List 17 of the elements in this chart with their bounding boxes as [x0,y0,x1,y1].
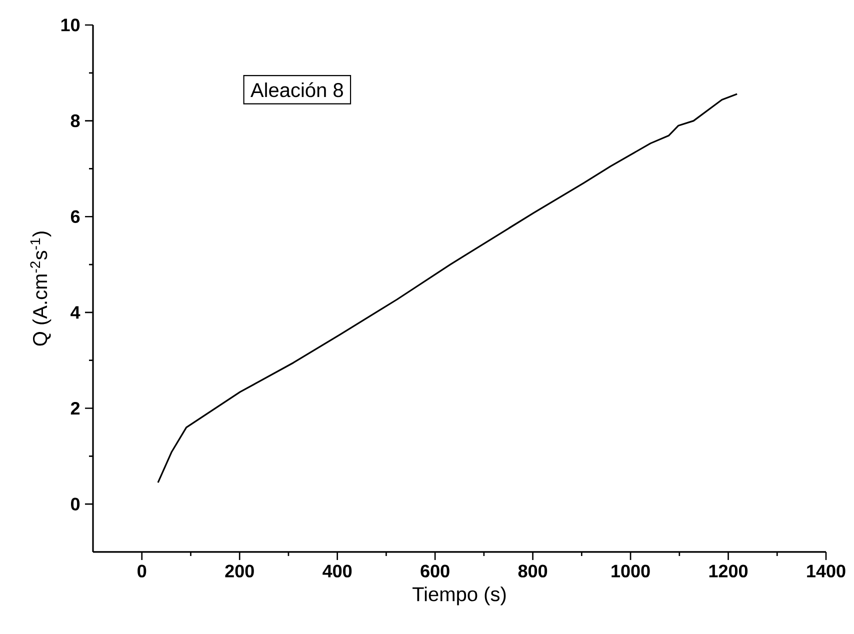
annotation: Aleación 8 [250,82,343,98]
y-tick-label: 8 [70,114,80,128]
x-tick-label: 1200 [709,564,748,578]
x-tick-label: 0 [138,564,146,578]
y-tick-label: 10 [61,18,80,32]
x-tick-label: 600 [420,564,450,578]
x-tick-label: 1000 [612,564,650,578]
x-tick-label: 400 [322,564,352,578]
y-axis-title: Q (A.cm$^{-2}$s$^{-1}$) [30,232,52,346]
x-tick-label: 1400 [807,564,846,578]
x-tick-label: 200 [225,564,254,578]
x-axis-title: Tiempo (s) [412,586,506,606]
y-tick-label: 0 [70,498,80,510]
y-tick-label: 2 [70,402,80,415]
x-tick-label: 800 [518,564,548,578]
y-tick-label: 6 [70,210,80,223]
y-tick-label: 4 [70,306,80,319]
